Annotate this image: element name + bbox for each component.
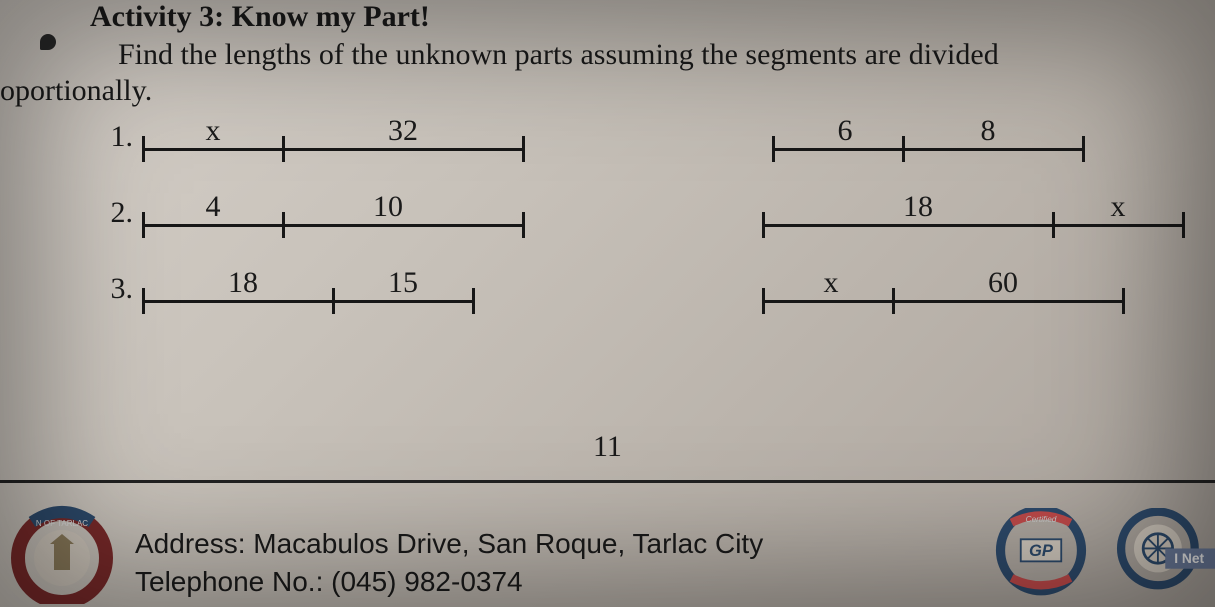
segment-line bbox=[773, 148, 1083, 151]
tick-mark bbox=[892, 288, 895, 314]
tick-mark bbox=[762, 288, 765, 314]
segment-label: 6 bbox=[822, 114, 868, 151]
segment-label: 18 bbox=[903, 190, 933, 224]
problem-number: 1. bbox=[85, 120, 133, 154]
instruction-line1: Find the lengths of the unknown parts as… bbox=[118, 38, 999, 72]
tick-mark bbox=[142, 136, 145, 162]
tick-mark bbox=[472, 288, 475, 314]
segment-label: 4 bbox=[190, 190, 236, 227]
svg-text:N OF TARLAC: N OF TARLAC bbox=[36, 519, 88, 528]
tick-mark bbox=[1082, 136, 1085, 162]
problem-row: 3.1815x60 bbox=[85, 268, 1185, 310]
tick-mark bbox=[1122, 288, 1125, 314]
problem-row: 1.x3268 bbox=[85, 116, 1185, 158]
segment: x 60 bbox=[763, 268, 1123, 310]
segment-label: 60 bbox=[980, 266, 1026, 303]
province-seal-icon: N OF TARLAC bbox=[0, 504, 120, 604]
segment: 68 bbox=[773, 116, 1083, 158]
segment-label: x bbox=[1111, 190, 1126, 224]
segment: 18 x bbox=[763, 192, 1183, 234]
tick-mark bbox=[772, 136, 775, 162]
tick-mark bbox=[282, 212, 285, 238]
tick-mark bbox=[282, 136, 285, 162]
tick-mark bbox=[522, 212, 525, 238]
segment-label: 32 bbox=[380, 114, 426, 151]
svg-text:I Net: I Net bbox=[1174, 551, 1204, 566]
page-number: 11 bbox=[0, 430, 1215, 464]
segment: 1815 bbox=[143, 268, 473, 310]
problem-number: 2. bbox=[85, 196, 133, 230]
tick-mark bbox=[142, 212, 145, 238]
svg-text:GP: GP bbox=[1029, 541, 1054, 560]
segment-label: x bbox=[808, 266, 854, 303]
tick-mark bbox=[762, 212, 765, 238]
tick-mark bbox=[332, 288, 335, 314]
activity-title: Activity 3: Know my Part! bbox=[90, 0, 430, 34]
segment: x 32 bbox=[143, 116, 523, 158]
address-text: Address: Macabulos Drive, San Roque, Tar… bbox=[135, 528, 763, 560]
svg-text:Certified: Certified bbox=[1026, 515, 1057, 524]
worksheet-page: Activity 3: Know my Part! Find the lengt… bbox=[0, 0, 1215, 607]
inet-badge-icon: I Net bbox=[1110, 508, 1215, 600]
tick-mark bbox=[522, 136, 525, 162]
segment-label: 18 bbox=[220, 266, 266, 303]
segment-label: 15 bbox=[380, 266, 426, 303]
segment-label: x bbox=[190, 114, 236, 151]
tick-mark bbox=[142, 288, 145, 314]
problem-row: 2. 4 10 18 x bbox=[85, 192, 1185, 234]
segment-line bbox=[763, 224, 1183, 227]
problem-number: 3. bbox=[85, 272, 133, 306]
segment: 4 10 bbox=[143, 192, 523, 234]
telephone-text: Telephone No.: (045) 982-0374 bbox=[135, 566, 763, 598]
instruction-line2: oportionally. bbox=[0, 74, 152, 108]
segment-label: 10 bbox=[365, 190, 411, 227]
tick-mark bbox=[902, 136, 905, 162]
certified-badge-icon: Certified GP bbox=[990, 508, 1092, 600]
segment-label: 8 bbox=[965, 114, 1011, 151]
tick-mark bbox=[1052, 212, 1055, 238]
problems-container: 1.x32682.41018x3.1815x60 bbox=[85, 116, 1185, 344]
divider bbox=[0, 480, 1215, 483]
tick-mark bbox=[1182, 212, 1185, 238]
bullet-icon bbox=[40, 34, 56, 50]
footer: Address: Macabulos Drive, San Roque, Tar… bbox=[135, 528, 763, 598]
